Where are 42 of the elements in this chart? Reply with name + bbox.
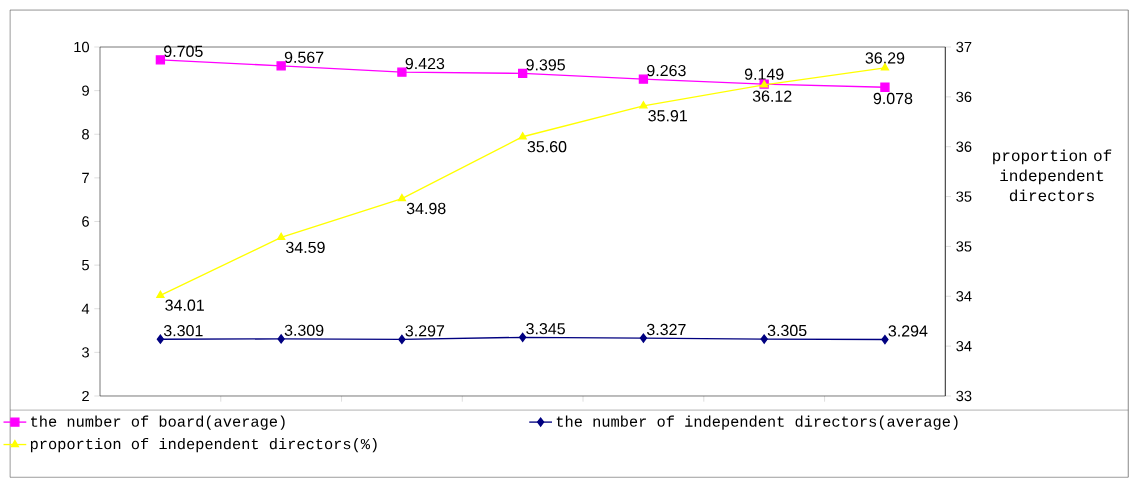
- y-tick-label: 2: [82, 390, 89, 402]
- data-label: 9.567: [284, 51, 324, 63]
- data-label: 9.263: [647, 64, 686, 77]
- legend-label: proportion of independent directors(%): [30, 437, 377, 453]
- data-label: 9.395: [526, 59, 565, 71]
- data-label: 36.29: [865, 52, 905, 64]
- data-label: 35.60: [527, 141, 567, 153]
- data-label: 34.98: [406, 202, 446, 215]
- y2-tick-label: 36: [956, 91, 972, 103]
- y-tick-label: 7: [82, 172, 89, 183]
- y2-tick-label: 35: [956, 191, 972, 202]
- data-label: 3.301: [163, 324, 203, 337]
- y-tick-label: 4: [81, 303, 90, 314]
- data-label: 35.91: [648, 110, 687, 122]
- y2-tick-label: 36: [956, 141, 972, 152]
- legend-label: the number of board(average): [31, 415, 285, 430]
- y2-tick-label: 33: [956, 390, 972, 402]
- data-label: 34.59: [286, 241, 325, 254]
- y2-axis-title: proportion of independent directors: [993, 149, 1112, 202]
- y-tick-label: 5: [82, 260, 89, 271]
- y2-tick-label: 34: [956, 340, 972, 352]
- legend-label: the number of independent directors(average): [556, 415, 958, 430]
- data-label: 36.12: [752, 90, 792, 102]
- data-label: 3.294: [888, 325, 928, 337]
- y-tick-label: 3: [82, 347, 89, 358]
- data-label: 9.423: [405, 57, 445, 70]
- y-tick-label: 9: [82, 85, 89, 96]
- data-label: 9.149: [744, 68, 784, 80]
- data-label: 9.078: [873, 92, 913, 105]
- y-tick-label: 10: [74, 41, 90, 53]
- y2-tick-label: 37: [956, 41, 972, 53]
- data-label: 3.309: [284, 324, 324, 336]
- y2-tick-label: 34: [956, 291, 972, 302]
- data-label: 3.297: [405, 325, 445, 337]
- y2-tick-label: 35: [956, 241, 972, 252]
- data-label: 9.705: [164, 45, 203, 57]
- data-label: 3.345: [526, 323, 565, 335]
- y-tick-label: 6: [82, 216, 89, 227]
- y-tick-label: 8: [82, 129, 89, 140]
- data-label: 34.01: [165, 299, 204, 311]
- data-label: 3.305: [767, 324, 807, 337]
- data-label: 3.327: [646, 323, 686, 336]
